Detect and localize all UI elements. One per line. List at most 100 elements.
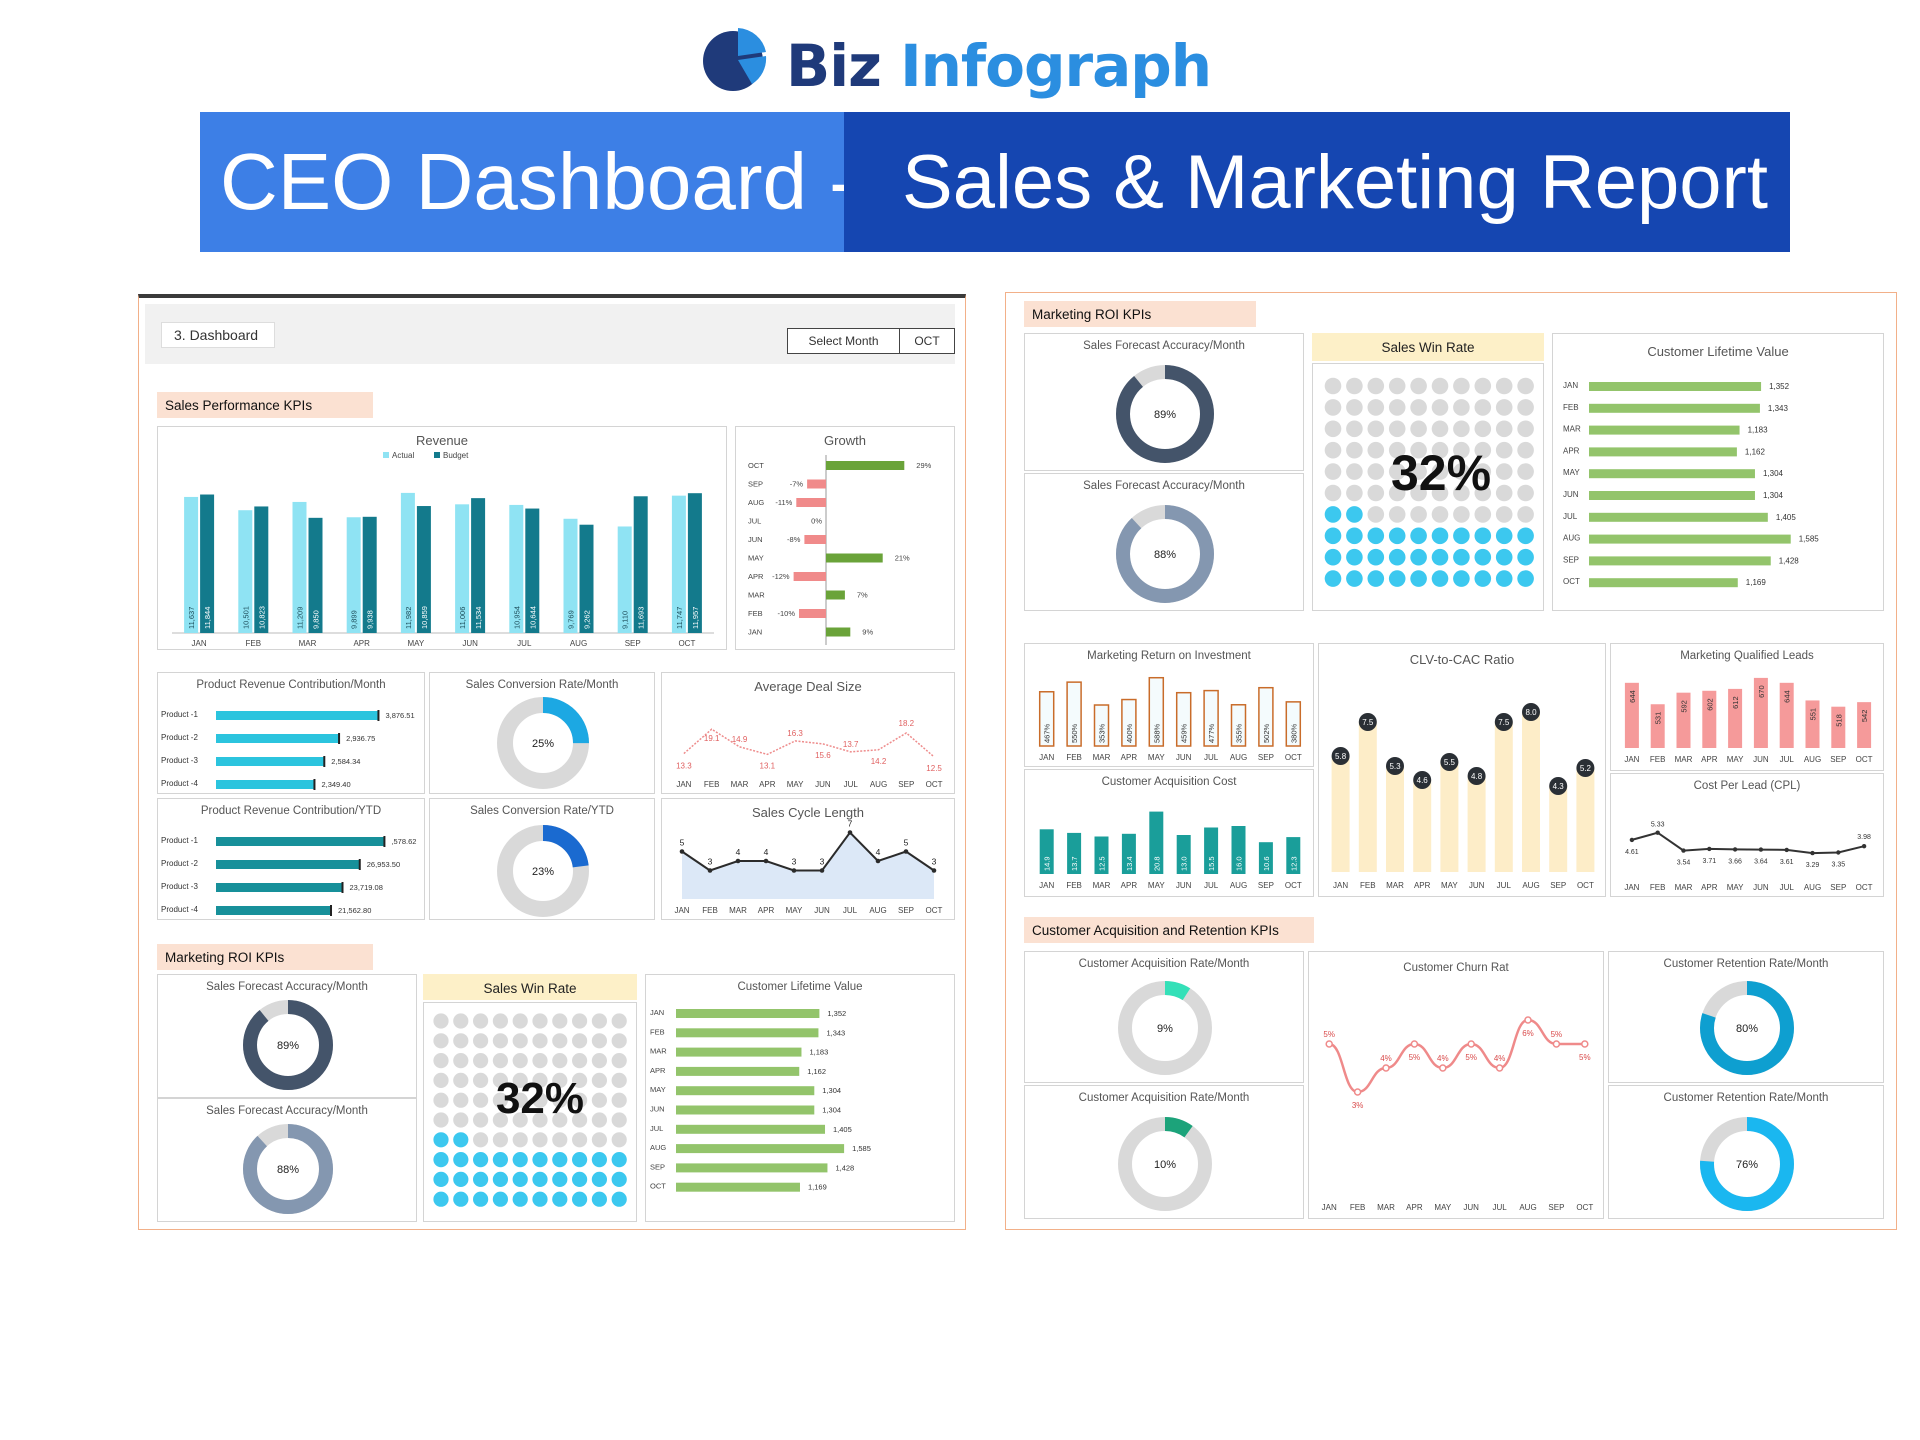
- win-l-dot-97: [572, 1013, 588, 1029]
- cpl-point-mar: [1681, 848, 1686, 853]
- brand-logo: Biz Infograph: [700, 26, 1212, 106]
- growth-label-apr: -12%: [772, 572, 790, 581]
- win-rate-waffle-l: 32%: [433, 1013, 627, 1207]
- win-l-dot-78: [591, 1053, 607, 1069]
- win-r-dot-41: [1346, 484, 1363, 502]
- cpl-tick-jul: JUL: [1780, 883, 1795, 892]
- cycle-tick-jan: JAN: [674, 906, 689, 915]
- win-r-dot-36: [1453, 506, 1470, 523]
- clvcac-label-aug: 8.0: [1525, 708, 1537, 717]
- clv-l-bar-oct: [676, 1182, 800, 1192]
- clv-r-month-sep: SEP: [1563, 555, 1579, 564]
- clvcac-label-jan: 5.8: [1335, 752, 1347, 761]
- clv-l-label-feb: 1,343: [826, 1028, 845, 1037]
- car-title-1: Customer Acquisition Rate/Month: [1078, 958, 1250, 970]
- clvcac-label-sep: 4.3: [1553, 782, 1565, 791]
- win-r-dot-79: [1517, 420, 1534, 438]
- win-l-dot-56: [552, 1092, 568, 1108]
- win-r-dot-75: [1431, 420, 1449, 438]
- win-r-dot-20: [1324, 527, 1342, 545]
- prc-month-chart: Product -1 3,876.51 Product -2 2,936.75 Prod…: [161, 710, 415, 790]
- win-r-dot-55: [1431, 463, 1449, 480]
- cycle-tick-sep: SEP: [898, 906, 914, 915]
- win-l-dot-94: [512, 1013, 528, 1029]
- win-r-dot-49: [1517, 484, 1534, 502]
- cycle-label-feb: 3: [708, 857, 713, 867]
- churn-label-jul: 4%: [1494, 1054, 1506, 1063]
- deal-tick-jun: JUN: [815, 780, 831, 789]
- cycle-label-jun: 3: [820, 857, 825, 867]
- cac-bar-aug: [1231, 826, 1246, 874]
- growth-month-mar: MAR: [748, 591, 765, 600]
- win-l-dot-80: [433, 1033, 449, 1049]
- clv-r-month-apr: APR: [1563, 446, 1580, 455]
- win-r-dot-77: [1474, 420, 1492, 438]
- win-l-dot-79: [611, 1053, 627, 1069]
- deal-tick-oct: OCT: [926, 780, 943, 789]
- win-l-dot-69: [611, 1072, 627, 1088]
- win-r-dot-73: [1388, 420, 1406, 438]
- churn-tick-jan: JAN: [1322, 1203, 1337, 1212]
- sheet-tab-dashboard[interactable]: 3. Dashboard: [161, 322, 275, 348]
- win-r-dot-69: [1517, 441, 1534, 459]
- cycle-point-may: [791, 868, 797, 873]
- mroi-label-apr: 400%: [1125, 723, 1134, 743]
- clvcac-tick-jun: JUN: [1469, 881, 1485, 890]
- cpl-tick-aug: AUG: [1804, 883, 1821, 892]
- win-l-dot-4: [512, 1191, 528, 1207]
- win-l-dot-59: [611, 1092, 627, 1108]
- prc-ytd-product-4: Product -4: [161, 905, 198, 914]
- clvcac-bar-jul: [1494, 722, 1513, 872]
- title-banner: CEO Dashboard - Sales & Marketing Report: [200, 112, 1790, 252]
- prc-month-card: Product Revenue Contribution/Month Produ…: [157, 672, 425, 794]
- churn-label-mar: 4%: [1380, 1054, 1392, 1063]
- revenue-actual-bar-may: [400, 492, 415, 633]
- revenue-budget-bar-jan: [200, 494, 215, 633]
- mroi-label-jun: 459%: [1180, 723, 1189, 743]
- legend-actual-label: Actual: [392, 451, 414, 460]
- win-r-dot-25: [1431, 527, 1449, 545]
- win-r-dot-39: [1517, 506, 1534, 523]
- cpl-point-aug: [1810, 850, 1815, 856]
- clv-r-bar-sep: [1589, 556, 1771, 566]
- prc-month-label-4: 2,349.40: [321, 780, 350, 789]
- prc-month-label-2: 2,936.75: [346, 734, 375, 743]
- revenue-budget-bar-aug: [579, 524, 594, 633]
- deal-tick-sep: SEP: [898, 780, 914, 789]
- win-r-dot-28: [1495, 527, 1513, 545]
- win-l-dot-22: [473, 1152, 489, 1168]
- select-month-value[interactable]: OCT: [914, 334, 940, 348]
- mql-bar-feb: [1650, 704, 1665, 748]
- cpl-point-sep: [1836, 850, 1841, 855]
- win-l-dot-24: [512, 1152, 528, 1168]
- win-r-dot-74: [1410, 420, 1427, 438]
- win-l-dot-93: [492, 1013, 508, 1029]
- win-r-dot-96: [1453, 377, 1470, 395]
- clvcac-bar-aug: [1522, 712, 1540, 872]
- month-selector[interactable]: Select Month OCT: [787, 328, 955, 354]
- prc-ytd-bar-end-2: [358, 859, 361, 870]
- win-r-dot-4: [1410, 570, 1427, 587]
- clv-title-r: Customer Lifetime Value: [1647, 344, 1789, 359]
- dashboard-screenshot-left: 3. Dashboard Select Month OCT Sales Perf…: [138, 294, 966, 1230]
- clv-l-label-jun: 1,304: [822, 1106, 841, 1115]
- win-l-dot-82: [473, 1033, 489, 1049]
- revenue-budget-label-jun: 11,534: [474, 607, 483, 629]
- prc-month-bar-1: [216, 711, 379, 720]
- cac-tick-sep: SEP: [1258, 881, 1274, 890]
- mroi-tick-feb: FEB: [1066, 753, 1082, 762]
- clvcac-tick-apr: APR: [1414, 881, 1431, 890]
- clv-r-bar-feb: [1589, 403, 1760, 413]
- car-2-arc: [1118, 1117, 1212, 1211]
- revenue-budget-bar-apr: [362, 516, 377, 633]
- prc-ytd-bar-end-4: [330, 905, 333, 916]
- win-r-dot-22: [1367, 527, 1385, 545]
- growth-label-jul: 0%: [811, 517, 822, 526]
- cpl-title: Cost Per Lead (CPL): [1693, 780, 1801, 792]
- clvcac-bar-sep: [1549, 786, 1568, 872]
- mroi-bar-apr: [1121, 698, 1137, 747]
- sfa-card-l1: Sales Forecast Accuracy/Month 89%: [157, 974, 417, 1098]
- mql-bar-aug: [1805, 700, 1820, 748]
- revenue-budget-label-sep: 11,693: [637, 607, 646, 629]
- clv-l-month-jan: JAN: [650, 1008, 664, 1017]
